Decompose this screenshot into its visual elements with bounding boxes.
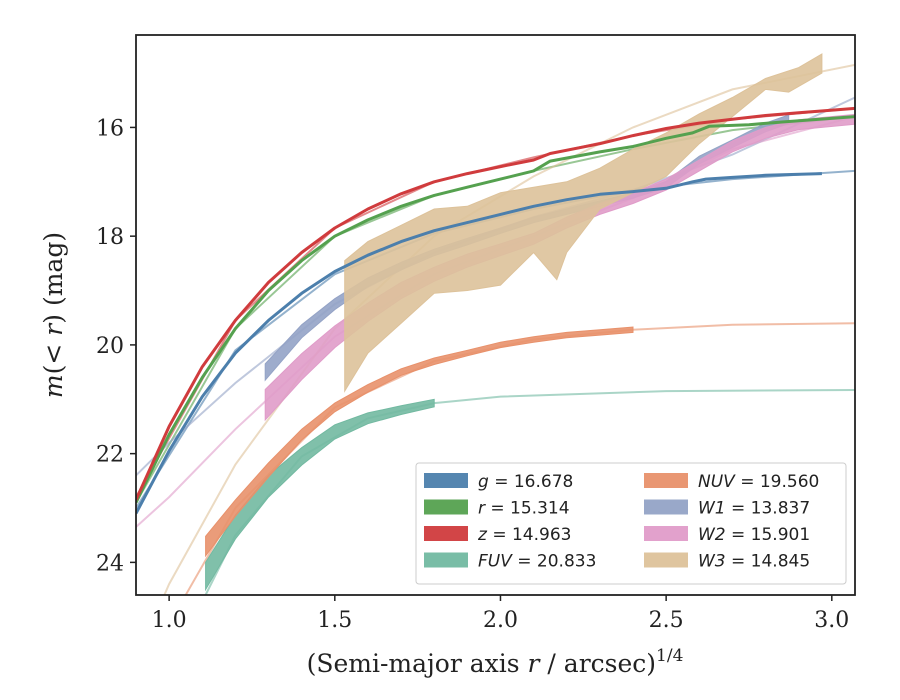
y-axis-title: m(< r) (mag) [39, 232, 68, 398]
y-tick-label: 18 [96, 225, 124, 250]
series-line-g [136, 172, 822, 515]
legend-frame [415, 462, 847, 585]
series-band-w3 [344, 53, 823, 393]
legend-entry-r: r = 15.314 [424, 499, 570, 519]
legend-label: W3 = 14.845 [698, 552, 810, 572]
legend-label: g = 16.678 [478, 472, 573, 492]
legend-entry-w1: W1 = 13.837 [644, 499, 810, 519]
x-tick-label: 1.0 [152, 608, 187, 633]
legend-label: W1 = 13.837 [698, 499, 810, 519]
legend-swatch [644, 473, 688, 488]
legend-swatch [424, 473, 468, 488]
x-tick-label: 3.0 [814, 608, 849, 633]
data-bands [205, 53, 855, 592]
series-line-r [136, 115, 855, 504]
series-band-fuv [205, 398, 435, 592]
y-axis: 16 18 20 22 24 [96, 116, 136, 576]
y-tick-label: 22 [96, 443, 124, 468]
legend-entry-g: g = 16.678 [424, 472, 573, 492]
x-tick-label: 1.5 [317, 608, 352, 633]
series-band-nuv [205, 326, 634, 558]
legend-swatch [644, 552, 688, 568]
x-tick-label: 2.0 [483, 608, 518, 633]
legend: g = 16.678 r = 15.314 z = 14.963 FUV = 20.8… [415, 462, 847, 585]
series-line-z [136, 106, 855, 501]
x-axis-title: (Semi-major axis r / arcsec)1/4 [307, 646, 684, 678]
x-tick-label: 2.5 [649, 608, 684, 633]
legend-label: NUV = 19.560 [698, 472, 819, 492]
legend-label: FUV = 20.833 [478, 552, 596, 572]
y-tick-label: 16 [96, 116, 124, 141]
legend-entry-w3: W3 = 14.845 [644, 552, 810, 572]
legend-entry-fuv: FUV = 20.833 [424, 552, 596, 572]
legend-label: z = 14.963 [477, 525, 571, 545]
legend-label: r = 15.314 [478, 499, 570, 519]
x-axis: 1.0 1.5 2.0 2.5 3.0 [152, 595, 849, 633]
legend-swatch [644, 526, 688, 541]
plot-frame [135, 34, 856, 596]
y-tick-label: 20 [96, 334, 124, 359]
legend-label: W2 = 15.901 [698, 525, 810, 545]
legend-swatch [424, 526, 468, 541]
legend-entry-nuv: NUV = 19.560 [644, 472, 819, 492]
y-tick-label: 24 [96, 551, 124, 576]
legend-swatch [644, 499, 688, 515]
legend-swatch [424, 552, 468, 568]
legend-entry-w2: W2 = 15.901 [644, 525, 810, 545]
legend-entry-z: z = 14.963 [424, 525, 571, 545]
data-lines [136, 106, 855, 515]
legend-swatch [424, 499, 468, 515]
